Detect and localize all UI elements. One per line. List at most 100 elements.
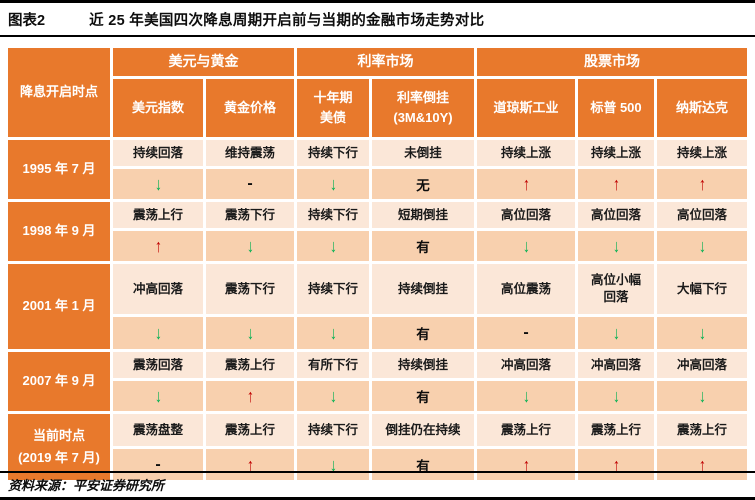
column-header-cell: 道琼斯工业 [477, 79, 575, 137]
trend-text-cell: 冲高回落 [657, 352, 747, 378]
trend-indicator-cell: ↑ [657, 449, 747, 480]
down-arrow-icon: ↓ [329, 174, 337, 194]
trend-indicator-cell: ↓ [297, 317, 369, 349]
trend-indicator-cell: ↑ [206, 381, 294, 411]
trend-indicator-cell: ↑ [206, 449, 294, 480]
trend-text-cell: 震荡盘整 [113, 414, 203, 446]
up-arrow-icon: ↑ [612, 454, 620, 475]
column-header-cell: 十年期 美债 [297, 79, 369, 137]
trend-indicator-cell: 有 [372, 231, 474, 261]
column-header-cell: 美元指数 [113, 79, 203, 137]
down-arrow-icon: ↓ [329, 386, 337, 406]
trend-text-cell: 持续下行 [297, 140, 369, 166]
trend-text-cell: 震荡上行 [657, 414, 747, 446]
period-cell: 1998 年 9 月 [8, 202, 110, 261]
trend-text-cell: 大幅下行 [657, 264, 747, 314]
trend-indicator-cell: ↑ [657, 169, 747, 199]
group-header-cell: 美元与黄金 [113, 48, 294, 76]
group-header-cell: 利率市场 [297, 48, 474, 76]
trend-indicator-cell: ↓ [113, 381, 203, 411]
trend-text-cell: 持续上涨 [578, 140, 654, 166]
comparison-table: 降息开启时点 美元与黄金 利率市场 股票市场 美元指数 黄金价格 十年期 美债 利率倒挂 (3… [8, 48, 747, 480]
up-arrow-icon: ↑ [246, 454, 254, 475]
period-cell: 2007 年 9 月 [8, 352, 110, 411]
dash-indicator: - [155, 455, 161, 473]
trend-indicator-cell: ↑ [477, 169, 575, 199]
down-arrow-icon: ↓ [612, 323, 620, 343]
up-arrow-icon: ↑ [246, 386, 254, 406]
trend-indicator-cell: ↓ [578, 381, 654, 411]
trend-text-cell: 高位回落 [578, 202, 654, 228]
trend-indicator-cell: - [113, 449, 203, 480]
trend-indicator-cell: ↑ [477, 449, 575, 480]
trend-indicator-cell: ↓ [113, 317, 203, 349]
trend-text-cell: 震荡上行 [206, 414, 294, 446]
trend-indicator-cell: 有 [372, 317, 474, 349]
trend-indicator-cell: ↓ [297, 381, 369, 411]
trend-text-cell: 短期倒挂 [372, 202, 474, 228]
column-header-cell: 纳斯达克 [657, 79, 747, 137]
down-arrow-icon: ↓ [698, 386, 706, 406]
dash-indicator: - [247, 175, 253, 192]
trend-indicator-cell: ↓ [657, 231, 747, 261]
trend-text-cell: 持续上涨 [477, 140, 575, 166]
column-header-cell: 利率倒挂 (3M&10Y) [372, 79, 474, 137]
up-arrow-icon: ↑ [698, 454, 706, 475]
trend-indicator-cell: 无 [372, 169, 474, 199]
up-arrow-icon: ↑ [522, 174, 530, 194]
trend-indicator-cell: ↓ [297, 169, 369, 199]
trend-text-cell: 高位震荡 [477, 264, 575, 314]
trend-text-cell: 持续回落 [113, 140, 203, 166]
trend-text-cell: 持续下行 [297, 414, 369, 446]
title-bar: 图表2 近 25 年美国四次降息周期开启前与当期的金融市场走势对比 [0, 0, 755, 37]
trend-text-cell: 冲高回落 [113, 264, 203, 314]
trend-indicator-cell: ↑ [113, 231, 203, 261]
period-cell: 2001 年 1 月 [8, 264, 110, 349]
down-arrow-icon: ↓ [698, 236, 706, 256]
down-arrow-icon: ↓ [154, 174, 162, 194]
period-cell: 1995 年 7 月 [8, 140, 110, 199]
down-arrow-icon: ↓ [246, 236, 254, 256]
trend-indicator-cell: ↓ [657, 381, 747, 411]
inversion-flag: 有 [416, 458, 430, 474]
down-arrow-icon: ↓ [522, 386, 530, 406]
source-footer: 资料来源：平安证券研究所 [0, 471, 755, 500]
trend-text-cell: 持续倒挂 [372, 264, 474, 314]
trend-indicator-cell: ↑ [578, 449, 654, 480]
down-arrow-icon: ↓ [329, 323, 337, 343]
down-arrow-icon: ↓ [612, 236, 620, 256]
figure-title: 近 25 年美国四次降息周期开启前与当期的金融市场走势对比 [89, 13, 485, 29]
source-text: 资料来源：平安证券研究所 [8, 478, 165, 493]
trend-indicator-cell: ↓ [206, 231, 294, 261]
dash-indicator: - [523, 324, 529, 341]
trend-text-cell: 倒挂仍在持续 [372, 414, 474, 446]
up-arrow-icon: ↑ [154, 236, 162, 256]
inversion-flag: 无 [416, 178, 430, 193]
trend-indicator-cell: ↓ [113, 169, 203, 199]
trend-text-cell: 震荡下行 [206, 202, 294, 228]
trend-text-cell: 震荡上行 [206, 352, 294, 378]
figure-label: 图表2 [8, 13, 46, 29]
trend-text-cell: 震荡上行 [477, 414, 575, 446]
trend-text-cell: 维持震荡 [206, 140, 294, 166]
up-arrow-icon: ↑ [698, 174, 706, 194]
trend-text-cell: 持续倒挂 [372, 352, 474, 378]
corner-header-cell: 降息开启时点 [8, 48, 110, 137]
trend-indicator-cell: ↓ [477, 381, 575, 411]
trend-indicator-cell: ↓ [297, 449, 369, 480]
trend-indicator-cell: ↓ [206, 317, 294, 349]
trend-text-cell: 未倒挂 [372, 140, 474, 166]
down-arrow-icon: ↓ [154, 323, 162, 343]
trend-text-cell: 有所下行 [297, 352, 369, 378]
trend-text-cell: 持续下行 [297, 264, 369, 314]
column-header-cell: 标普 500 [578, 79, 654, 137]
trend-text-cell: 持续下行 [297, 202, 369, 228]
trend-indicator-cell: ↓ [578, 317, 654, 349]
inversion-flag: 有 [416, 327, 430, 342]
down-arrow-icon: ↓ [612, 386, 620, 406]
trend-indicator-cell: 有 [372, 381, 474, 411]
trend-text-cell: 冲高回落 [477, 352, 575, 378]
trend-indicator-cell: ↓ [297, 231, 369, 261]
trend-text-cell: 高位小幅 回落 [578, 264, 654, 314]
trend-text-cell: 震荡回落 [113, 352, 203, 378]
